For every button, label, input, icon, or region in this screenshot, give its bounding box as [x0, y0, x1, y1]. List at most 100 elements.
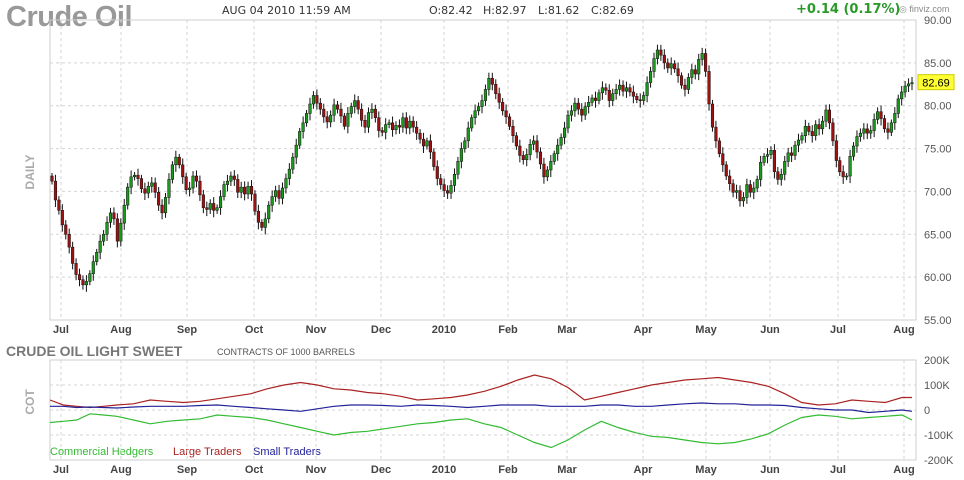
candle-body — [353, 100, 357, 107]
candle-body — [882, 118, 887, 130]
candle-body — [679, 75, 684, 86]
current-price-marker — [917, 74, 955, 91]
candle-body — [435, 166, 439, 179]
candle-body — [98, 240, 102, 253]
cot-x-tick-label: Apr — [634, 464, 654, 476]
candle-body — [624, 87, 629, 92]
candle-body — [404, 117, 408, 129]
candle-body — [432, 151, 436, 167]
candle-body — [673, 63, 677, 70]
candle-body — [910, 82, 914, 85]
candle-body — [108, 212, 113, 223]
candle-body — [356, 100, 360, 110]
candle-body — [466, 127, 470, 142]
price-x-tick-label: Jul — [830, 324, 846, 336]
price-x-tick-label: May — [695, 324, 717, 336]
legend-large-traders: Large Traders — [173, 446, 242, 458]
candle-body — [139, 178, 143, 190]
cot-series-line-2 — [49, 374, 912, 409]
legend-commercial-hedgers: Commercial Hedgers — [50, 446, 154, 458]
candle-body — [590, 97, 594, 103]
candle-body — [903, 85, 907, 93]
cot-series-line-3 — [50, 402, 913, 414]
candle-body — [473, 110, 477, 118]
cot-side-label: COT — [23, 389, 37, 415]
candle-body — [456, 161, 460, 175]
candle-body — [717, 140, 721, 154]
candle-body — [339, 108, 343, 117]
candle-body — [655, 49, 659, 59]
candle-body — [583, 106, 587, 116]
candle-body — [346, 113, 350, 127]
candle-body — [645, 82, 649, 96]
candle-body — [666, 62, 670, 69]
candle-body — [229, 175, 233, 182]
candle-body — [814, 124, 818, 136]
candle-body — [452, 174, 457, 186]
candle-body — [208, 203, 212, 210]
candle-body — [748, 184, 752, 193]
cot-y-tick-label: 200K — [924, 355, 950, 367]
candle-body — [421, 138, 426, 147]
candle-body — [865, 128, 869, 134]
candle-body — [710, 103, 715, 128]
price-side-label: DAILY — [23, 155, 37, 190]
candle-body — [71, 246, 75, 264]
candle-body — [311, 95, 315, 105]
candle-body — [497, 93, 501, 103]
candle-body — [604, 87, 608, 91]
candle-body — [270, 196, 274, 206]
candle-body — [174, 156, 178, 166]
candle-body — [418, 132, 422, 140]
candle-body — [580, 108, 584, 116]
candle-body — [683, 84, 687, 90]
candle-body — [896, 98, 900, 114]
cot-x-tick-label: Nov — [306, 464, 328, 476]
candle-body — [60, 210, 64, 226]
candle-body — [115, 218, 119, 242]
candle-body — [800, 135, 804, 141]
cot-plot-frame — [49, 359, 917, 461]
candle-body — [769, 150, 773, 155]
candle-body — [384, 124, 388, 133]
candle-body — [659, 49, 663, 56]
candle-body — [576, 102, 580, 110]
quote-high: H:82.97 — [483, 4, 527, 17]
candle-body — [397, 125, 401, 128]
candle-body — [126, 186, 130, 206]
candle-body — [569, 110, 573, 116]
candle-body — [893, 113, 897, 124]
candle-body — [225, 180, 229, 185]
candle-body — [649, 71, 653, 83]
candle-body — [573, 102, 577, 112]
price-x-tick-label: Sep — [177, 324, 197, 336]
candle-body — [532, 140, 536, 145]
candle-body — [394, 125, 398, 130]
candle-body — [721, 153, 725, 166]
candle-body — [263, 218, 267, 228]
candle-body — [542, 163, 546, 178]
cot-x-tick-label: Jul — [53, 464, 69, 476]
cot-x-tick-label: Jun — [760, 464, 780, 476]
candle-body — [831, 122, 835, 142]
candle-body — [559, 137, 563, 146]
candle-body — [566, 114, 570, 129]
candle-body — [308, 103, 312, 114]
candle-body — [188, 187, 192, 190]
candle-body — [765, 154, 770, 157]
candle-body — [201, 194, 205, 208]
brand-link[interactable]: ◎ finviz.com — [899, 4, 949, 15]
candle-body — [796, 139, 801, 146]
candle-body — [150, 182, 154, 187]
candle-body — [521, 155, 525, 160]
candle-body — [219, 196, 223, 208]
candle-body — [360, 108, 364, 121]
candle-body — [315, 95, 319, 104]
candle-body — [64, 224, 68, 235]
candle-body — [807, 126, 811, 132]
cot-series-line-1 — [49, 413, 913, 449]
candle-body — [593, 97, 598, 101]
candle-body — [518, 145, 522, 156]
candle-body — [439, 178, 443, 185]
